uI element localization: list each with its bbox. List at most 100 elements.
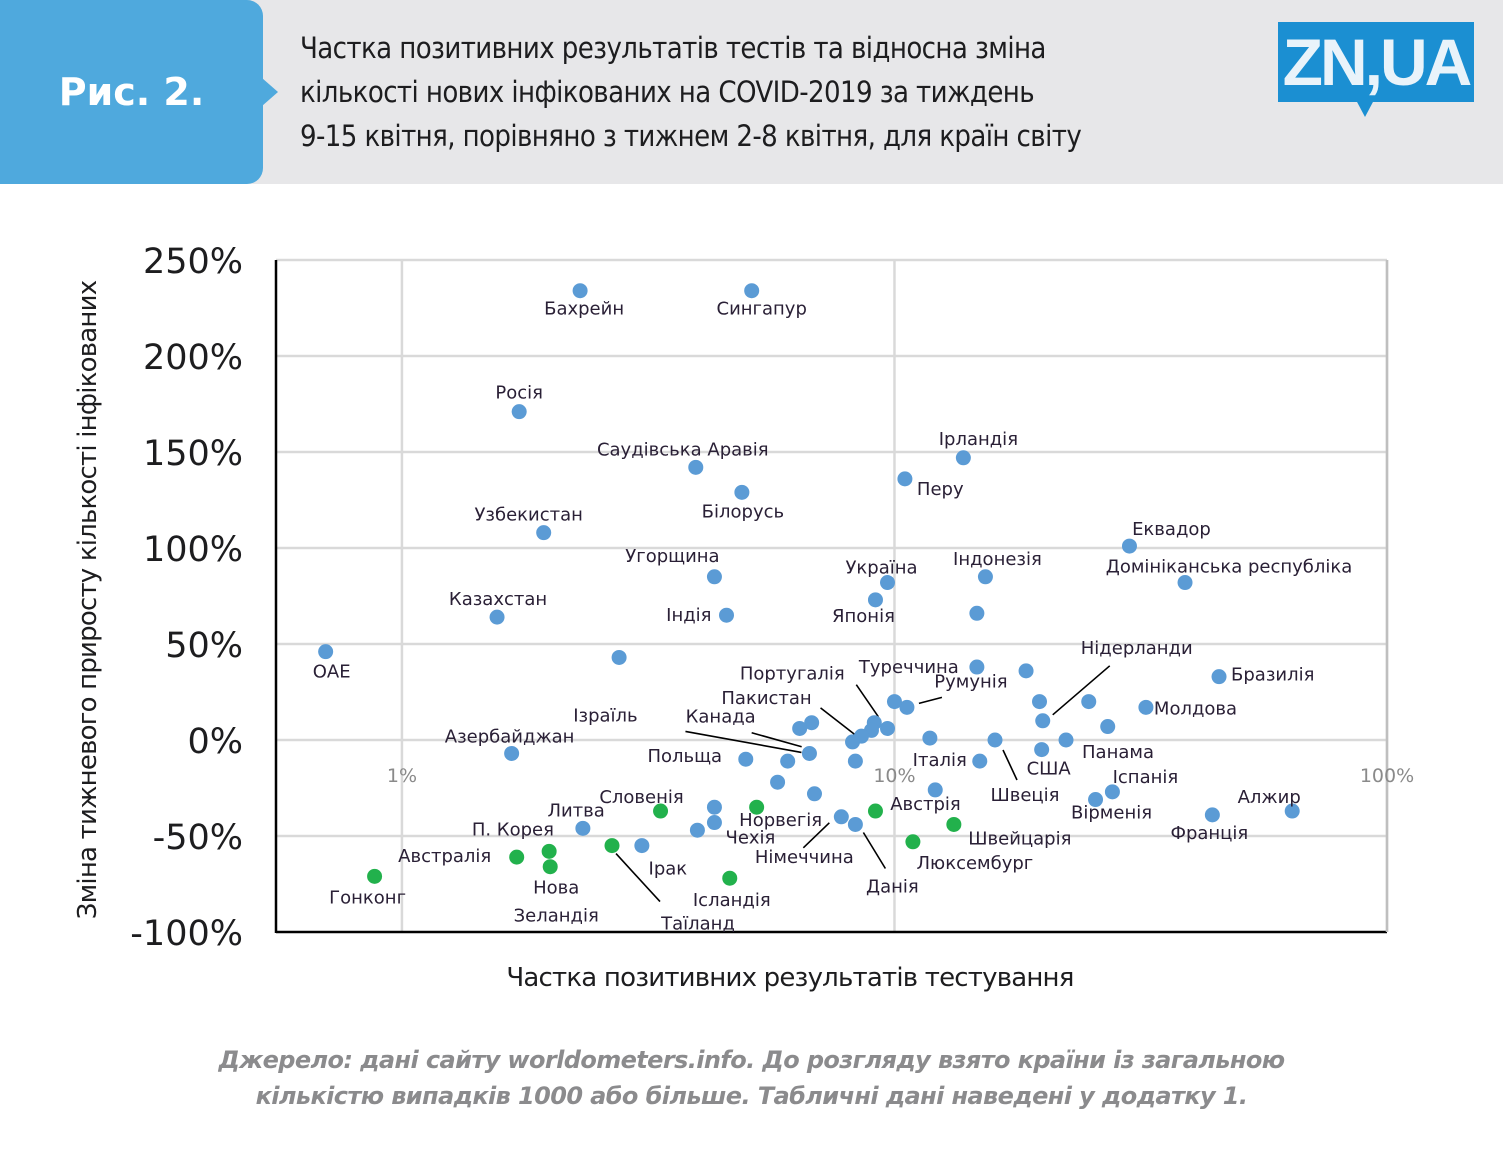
data-point [744, 283, 760, 299]
data-point [969, 659, 985, 675]
x-tick-label: 100% [1360, 765, 1414, 787]
y-tick-label: 200% [143, 338, 243, 378]
point-label: Данія [866, 876, 919, 897]
point-label: Панама [1082, 742, 1154, 763]
y-axis-title: Зміна тижневого приросту кількості інфік… [73, 280, 103, 920]
point-label: Швеція [990, 785, 1059, 806]
point-label: Ізраїль [573, 705, 637, 726]
leader-line [751, 731, 802, 748]
data-point [955, 450, 971, 466]
point-label: Литва [547, 800, 604, 821]
point-label: ОАЕ [313, 662, 351, 683]
leader-line [1002, 749, 1018, 781]
data-point [706, 569, 722, 585]
point-label: Люксембург [917, 853, 1034, 874]
x-axis-title: Частка позитивних результатів тестування [506, 963, 1074, 993]
chart-title: Частка позитивних результатів тестів та … [300, 26, 1260, 158]
data-point [734, 484, 750, 500]
data-point [770, 774, 786, 790]
point-label: Гонконг [329, 887, 406, 908]
point-label: Польща [647, 746, 722, 767]
data-point [987, 732, 1003, 748]
data-point [1177, 575, 1193, 591]
data-point [1058, 732, 1074, 748]
data-point [504, 745, 520, 761]
point-label: Канада [686, 707, 756, 728]
data-point [722, 870, 738, 886]
y-tick-labels: 250% 200% 150% 100% 50% 0% -50% -100% [130, 242, 243, 954]
point-label: Ірландія [939, 429, 1018, 450]
point-label: Ірак [649, 859, 688, 880]
leader-line [1052, 665, 1111, 716]
data-point [611, 649, 627, 665]
data-points [318, 283, 1300, 886]
point-label: Японія [832, 606, 895, 627]
data-point [922, 730, 938, 746]
data-point [1121, 538, 1137, 554]
leader-line [685, 730, 802, 754]
data-point [1100, 719, 1116, 735]
leader-line [820, 707, 858, 737]
data-point [899, 699, 915, 715]
leader-line [615, 853, 661, 903]
point-label: Норвегія [739, 810, 822, 831]
y-tick-label: 100% [143, 530, 243, 570]
point-label: Румунія [934, 671, 1007, 692]
data-point [1034, 742, 1050, 758]
x-tick-label: 1% [387, 765, 417, 787]
data-point [653, 803, 669, 819]
point-label: Узбекистан [474, 505, 582, 526]
point-label: Португалія [740, 664, 845, 685]
data-point [847, 816, 863, 832]
data-point [749, 799, 765, 815]
data-point [541, 843, 557, 859]
point-label: Бразилія [1231, 665, 1314, 686]
leader-line [918, 696, 943, 705]
data-point [867, 592, 883, 608]
data-point [969, 605, 985, 621]
y-tick-label: -50% [153, 818, 243, 858]
point-label: Еквадор [1132, 519, 1211, 540]
data-point [880, 720, 896, 736]
data-point [1088, 792, 1104, 808]
data-point [509, 849, 525, 865]
data-point [867, 803, 883, 819]
point-label: Швейцарія [968, 828, 1071, 849]
data-point [1211, 669, 1227, 685]
data-point [801, 745, 817, 761]
data-point [880, 575, 896, 591]
y-tick-label: 250% [143, 242, 243, 282]
point-label: Індонезія [953, 549, 1042, 570]
y-tick-label: 50% [165, 626, 243, 666]
point-label: Пакистан [721, 688, 811, 709]
point-label: Сингапур [717, 299, 807, 320]
point-label: Україна [845, 558, 917, 579]
point-label: Вірменія [1071, 803, 1152, 824]
data-point [689, 822, 705, 838]
data-point [1032, 694, 1048, 710]
data-point [367, 868, 383, 884]
data-point [806, 786, 822, 802]
y-tick-label: -100% [130, 914, 243, 954]
point-label: Алжир [1238, 787, 1301, 808]
point-label: Нова [533, 878, 579, 899]
data-point [1138, 699, 1154, 715]
data-point [572, 283, 588, 299]
point-label: Таїланд [660, 914, 735, 935]
data-point [511, 404, 527, 420]
chart-title-line: 9-15 квітня, порівняно з тижнем 2-8 квіт… [300, 119, 1082, 153]
data-point [946, 816, 962, 832]
data-point [847, 753, 863, 769]
leader-line [855, 684, 879, 718]
chart-title-line: кількості нових інфікованих на COVID-201… [300, 75, 1035, 109]
point-label: Білорусь [702, 501, 784, 522]
data-point [575, 820, 591, 836]
data-point [897, 471, 913, 487]
point-label: Словенія [599, 787, 683, 808]
x-tick-label: 10% [873, 765, 915, 787]
data-point [833, 809, 849, 825]
point-label: Індія [666, 605, 711, 626]
data-point [792, 720, 808, 736]
logo-speech-tail [1356, 100, 1374, 117]
